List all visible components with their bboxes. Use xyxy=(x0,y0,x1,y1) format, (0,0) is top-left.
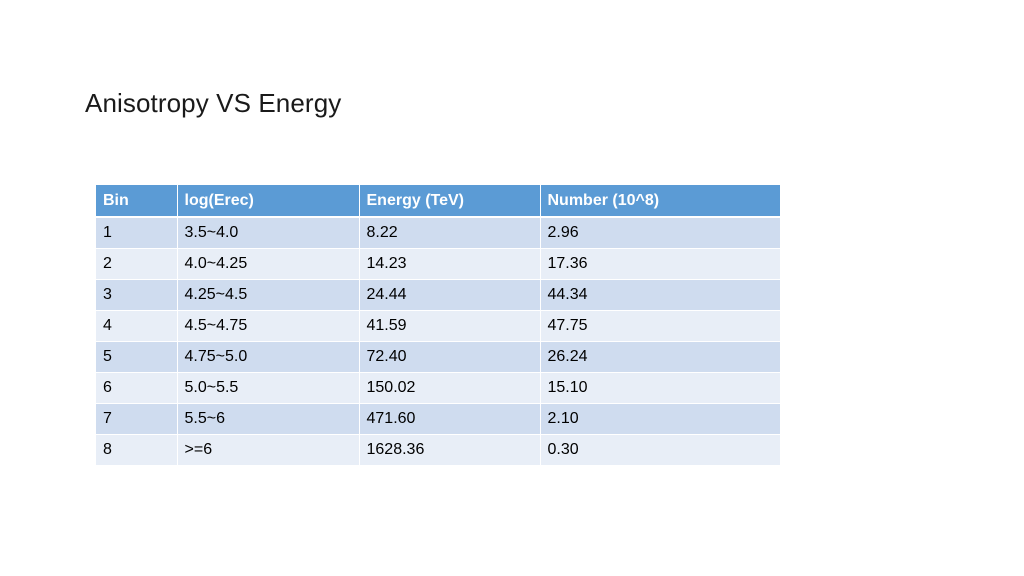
cell-bin: 2 xyxy=(96,248,178,280)
cell-energy: 14.23 xyxy=(359,248,541,280)
cell-number: 17.36 xyxy=(540,248,780,280)
cell-energy: 1628.36 xyxy=(359,434,541,466)
table-row: 2 4.0~4.25 14.23 17.36 xyxy=(96,248,780,280)
cell-log-erec: 4.75~5.0 xyxy=(177,341,360,373)
cell-number: 2.10 xyxy=(540,403,780,435)
cell-bin: 6 xyxy=(96,372,178,404)
slide-title: Anisotropy VS Energy xyxy=(85,88,342,118)
cell-log-erec: 4.5~4.75 xyxy=(177,310,360,342)
cell-number: 2.96 xyxy=(540,217,780,249)
cell-bin: 1 xyxy=(96,217,178,249)
cell-bin: 7 xyxy=(96,403,178,435)
cell-bin: 8 xyxy=(96,434,178,466)
cell-energy: 72.40 xyxy=(359,341,541,373)
cell-log-erec: 4.0~4.25 xyxy=(177,248,360,280)
cell-energy: 41.59 xyxy=(359,310,541,342)
cell-number: 44.34 xyxy=(540,279,780,311)
cell-number: 15.10 xyxy=(540,372,780,404)
header-cell-energy: Energy (TeV) xyxy=(359,185,541,218)
table-row: 1 3.5~4.0 8.22 2.96 xyxy=(96,217,780,249)
cell-log-erec: 5.0~5.5 xyxy=(177,372,360,404)
cell-log-erec: 3.5~4.0 xyxy=(177,217,360,249)
header-cell-bin: Bin xyxy=(96,185,178,218)
cell-bin: 4 xyxy=(96,310,178,342)
cell-energy: 150.02 xyxy=(359,372,541,404)
cell-number: 0.30 xyxy=(540,434,780,466)
table-row: 5 4.75~5.0 72.40 26.24 xyxy=(96,341,780,373)
cell-log-erec: 4.25~4.5 xyxy=(177,279,360,311)
table-row: 7 5.5~6 471.60 2.10 xyxy=(96,403,780,435)
table-row: 4 4.5~4.75 41.59 47.75 xyxy=(96,310,780,342)
header-cell-log-erec: log(Erec) xyxy=(177,185,360,218)
table-row: 3 4.25~4.5 24.44 44.34 xyxy=(96,279,780,311)
cell-energy: 471.60 xyxy=(359,403,541,435)
cell-log-erec: 5.5~6 xyxy=(177,403,360,435)
data-table: Bin log(Erec) Energy (TeV) Number (10^8)… xyxy=(96,185,780,466)
cell-number: 26.24 xyxy=(540,341,780,373)
cell-energy: 8.22 xyxy=(359,217,541,249)
table-row: 6 5.0~5.5 150.02 15.10 xyxy=(96,372,780,404)
cell-number: 47.75 xyxy=(540,310,780,342)
table-header-row: Bin log(Erec) Energy (TeV) Number (10^8) xyxy=(96,185,780,218)
table-row: 8 >=6 1628.36 0.30 xyxy=(96,434,780,466)
cell-bin: 5 xyxy=(96,341,178,373)
header-cell-number: Number (10^8) xyxy=(540,185,780,218)
cell-energy: 24.44 xyxy=(359,279,541,311)
cell-log-erec: >=6 xyxy=(177,434,360,466)
cell-bin: 3 xyxy=(96,279,178,311)
